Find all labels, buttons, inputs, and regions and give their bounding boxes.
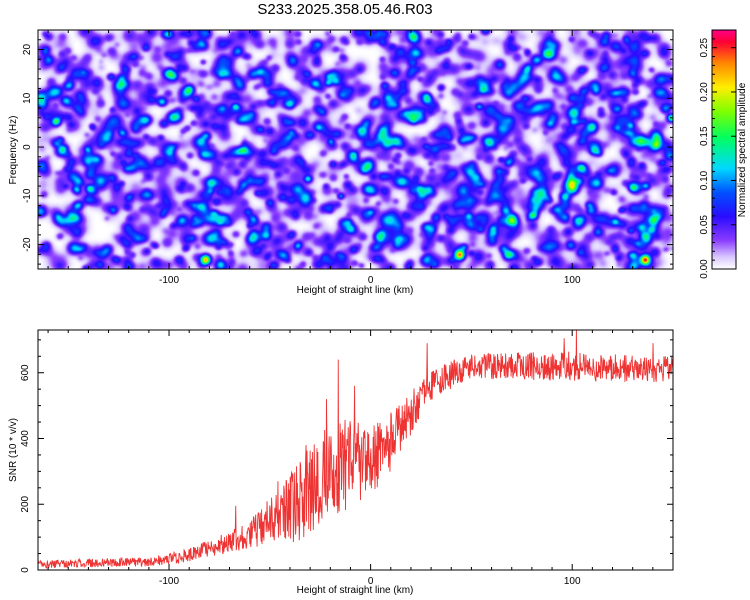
snr-x-tick-label: 0 <box>368 576 374 587</box>
colorbar-gradient <box>712 30 736 269</box>
colorbar-label: Normalized spectral amplitude <box>737 82 748 217</box>
snr-series-line <box>37 329 674 569</box>
snr-x-axis-label: Height of straight line (km) <box>297 585 414 596</box>
colorbar-tick-label: 0.15 <box>699 126 710 146</box>
spectrogram-y-tick-label: 20 <box>22 44 33 56</box>
spectrogram-y-axis-label: Frequency (Hz) <box>8 116 19 185</box>
snr-y-tick-label: 400 <box>20 430 31 447</box>
figure-title: S233.2025.358.05.46.R03 <box>257 1 432 18</box>
snr-x-tick-label: 100 <box>564 576 581 587</box>
snr-y-tick-label: 0 <box>20 567 31 573</box>
snr-x-tick-label: -100 <box>159 576 179 587</box>
spectrogram-x-tick-label: -100 <box>159 275 179 286</box>
spectrogram-y-tick-label: 0 <box>22 144 33 150</box>
colorbar-tick-label: 0.10 <box>699 170 710 190</box>
colorbar-frame <box>711 29 737 270</box>
spectrogram-image <box>38 30 673 269</box>
snr-panel: -100 0 100 0 200 400 600 Height of straight li… <box>8 329 674 596</box>
spectrogram-y-tick-label: 10 <box>22 92 33 104</box>
spectrogram-y-tick-label: -10 <box>22 188 33 203</box>
snr-y-tick-label: 600 <box>20 364 31 381</box>
snr-frame <box>37 329 674 571</box>
colorbar-tick-label: 0.25 <box>699 38 710 58</box>
snr-y-axis-label: SNR (10 * v/v) <box>8 418 19 482</box>
spectrogram-x-tick-label: 0 <box>368 275 374 286</box>
spectrogram-x-tick-label: 100 <box>564 275 581 286</box>
colorbar-tick-label: 0.20 <box>699 82 710 102</box>
colorbar-tick-label: 0.05 <box>699 215 710 235</box>
spectrogram-x-axis-label: Height of straight line (km) <box>297 285 414 296</box>
colorbar-tick-label: 0.00 <box>699 259 710 279</box>
spectrogram-y-tick-label: -20 <box>22 237 33 252</box>
spectrogram-frame <box>37 29 674 270</box>
colorbar: 0.00 0.05 0.10 0.15 0.20 0.25 Normalized spec… <box>699 29 748 279</box>
snr-y-tick-label: 200 <box>20 495 31 512</box>
